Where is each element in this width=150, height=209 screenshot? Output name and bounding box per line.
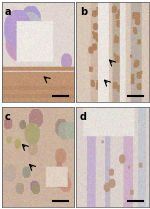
Text: a: a xyxy=(5,7,12,17)
Text: b: b xyxy=(80,7,87,17)
Text: c: c xyxy=(5,112,11,121)
Text: d: d xyxy=(80,112,87,121)
